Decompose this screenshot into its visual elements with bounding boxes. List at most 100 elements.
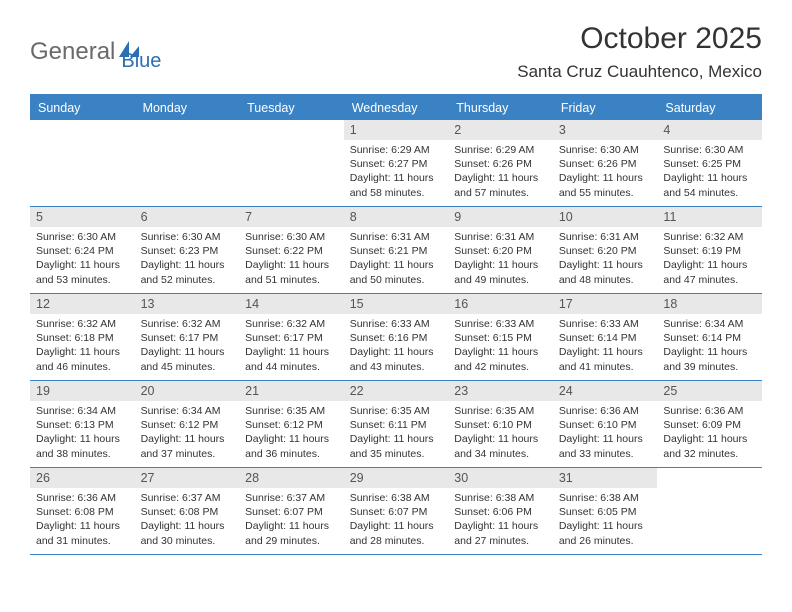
sunrise-text: Sunrise: 6:35 AM [350, 404, 443, 418]
day-number: 7 [239, 207, 344, 227]
day-number: 29 [344, 468, 449, 488]
day-number [30, 120, 135, 140]
day-number: 13 [135, 294, 240, 314]
daylight-text: Daylight: 11 hours and 50 minutes. [350, 258, 443, 286]
daylight-text: Daylight: 11 hours and 30 minutes. [141, 519, 234, 547]
day-cell: 8Sunrise: 6:31 AMSunset: 6:21 PMDaylight… [344, 207, 449, 293]
logo: General Blue [30, 22, 161, 73]
daylight-text: Daylight: 11 hours and 42 minutes. [454, 345, 547, 373]
day-cell: 4Sunrise: 6:30 AMSunset: 6:25 PMDaylight… [657, 120, 762, 206]
calendar-page: General Blue October 2025 Santa Cruz Cua… [0, 0, 792, 555]
day-number: 16 [448, 294, 553, 314]
day-number: 18 [657, 294, 762, 314]
week-row: 19Sunrise: 6:34 AMSunset: 6:13 PMDayligh… [30, 381, 762, 468]
day-cell: 31 Sunrise: 6:38 AMSunset: 6:05 PMDayligh… [553, 468, 658, 554]
daylight-text: Daylight: 11 hours and 34 minutes. [454, 432, 547, 460]
sunrise-text: Sunrise: 6:32 AM [245, 317, 338, 331]
daylight-text: Daylight: 11 hours and 45 minutes. [141, 345, 234, 373]
day-cell: 5Sunrise: 6:30 AMSunset: 6:24 PMDaylight… [30, 207, 135, 293]
daylight-text: Daylight: 11 hours and 53 minutes. [36, 258, 129, 286]
sunset-text: Sunset: 6:06 PM [454, 505, 547, 519]
sunrise-text: Sunrise: 6:31 AM [350, 230, 443, 244]
day-cell: 7 Sunrise: 6:30 AMSunset: 6:22 PMDaylight… [239, 207, 344, 293]
sunset-text: Sunset: 6:20 PM [559, 244, 652, 258]
daylight-text: Daylight: 11 hours and 57 minutes. [454, 171, 547, 199]
daylight-text: Daylight: 11 hours and 49 minutes. [454, 258, 547, 286]
daylight-text: Daylight: 11 hours and 46 minutes. [36, 345, 129, 373]
page-header: General Blue October 2025 Santa Cruz Cua… [30, 22, 762, 82]
day-number: 2 [448, 120, 553, 140]
sunset-text: Sunset: 6:24 PM [36, 244, 129, 258]
daylight-text: Daylight: 11 hours and 28 minutes. [350, 519, 443, 547]
day-number: 30 [448, 468, 553, 488]
title-block: October 2025 Santa Cruz Cuauhtenco, Mexi… [517, 22, 762, 82]
calendar-grid: Sunday Monday Tuesday Wednesday Thursday… [30, 94, 762, 555]
day-number: 25 [657, 381, 762, 401]
sunset-text: Sunset: 6:26 PM [454, 157, 547, 171]
day-info: Sunrise: 6:33 AMSunset: 6:14 PMDaylight:… [559, 317, 652, 374]
sunrise-text: Sunrise: 6:38 AM [454, 491, 547, 505]
sunrise-text: Sunrise: 6:30 AM [141, 230, 234, 244]
day-cell [657, 468, 762, 554]
sunset-text: Sunset: 6:26 PM [559, 157, 652, 171]
sunset-text: Sunset: 6:10 PM [559, 418, 652, 432]
day-info: Sunrise: 6:32 AMSunset: 6:19 PMDaylight:… [663, 230, 756, 287]
day-header-thu: Thursday [448, 96, 553, 120]
day-info: Sunrise: 6:38 AMSunset: 6:05 PMDaylight:… [559, 491, 652, 548]
day-cell: 17 Sunrise: 6:33 AMSunset: 6:14 PMDayligh… [553, 294, 658, 380]
sunrise-text: Sunrise: 6:38 AM [559, 491, 652, 505]
daylight-text: Daylight: 11 hours and 55 minutes. [559, 171, 652, 199]
day-number: 14 [239, 294, 344, 314]
sunrise-text: Sunrise: 6:36 AM [663, 404, 756, 418]
sunset-text: Sunset: 6:05 PM [559, 505, 652, 519]
sunrise-text: Sunrise: 6:30 AM [245, 230, 338, 244]
sunrise-text: Sunrise: 6:34 AM [36, 404, 129, 418]
daylight-text: Daylight: 11 hours and 51 minutes. [245, 258, 338, 286]
day-info: Sunrise: 6:31 AMSunset: 6:20 PMDaylight:… [454, 230, 547, 287]
day-cell: 2 Sunrise: 6:29 AMSunset: 6:26 PMDaylight… [448, 120, 553, 206]
sunset-text: Sunset: 6:10 PM [454, 418, 547, 432]
sunrise-text: Sunrise: 6:33 AM [454, 317, 547, 331]
day-header-row: Sunday Monday Tuesday Wednesday Thursday… [30, 96, 762, 120]
day-number: 31 [553, 468, 658, 488]
daylight-text: Daylight: 11 hours and 47 minutes. [663, 258, 756, 286]
day-header-wed: Wednesday [344, 96, 449, 120]
day-cell: 22Sunrise: 6:35 AMSunset: 6:11 PMDayligh… [344, 381, 449, 467]
day-header-fri: Friday [553, 96, 658, 120]
daylight-text: Daylight: 11 hours and 31 minutes. [36, 519, 129, 547]
month-title: October 2025 [517, 22, 762, 56]
day-number: 15 [344, 294, 449, 314]
week-row: 1Sunrise: 6:29 AMSunset: 6:27 PMDaylight… [30, 120, 762, 207]
location-label: Santa Cruz Cuauhtenco, Mexico [517, 62, 762, 82]
daylight-text: Daylight: 11 hours and 37 minutes. [141, 432, 234, 460]
day-number [239, 120, 344, 140]
sunrise-text: Sunrise: 6:29 AM [454, 143, 547, 157]
sunrise-text: Sunrise: 6:29 AM [350, 143, 443, 157]
day-number: 26 [30, 468, 135, 488]
day-cell: 26Sunrise: 6:36 AMSunset: 6:08 PMDayligh… [30, 468, 135, 554]
sunset-text: Sunset: 6:13 PM [36, 418, 129, 432]
day-info: Sunrise: 6:30 AMSunset: 6:22 PMDaylight:… [245, 230, 338, 287]
day-cell: 29Sunrise: 6:38 AMSunset: 6:07 PMDayligh… [344, 468, 449, 554]
day-cell: 23Sunrise: 6:35 AMSunset: 6:10 PMDayligh… [448, 381, 553, 467]
day-cell [239, 120, 344, 206]
day-number: 17 [553, 294, 658, 314]
sunrise-text: Sunrise: 6:30 AM [36, 230, 129, 244]
daylight-text: Daylight: 11 hours and 58 minutes. [350, 171, 443, 199]
week-row: 5Sunrise: 6:30 AMSunset: 6:24 PMDaylight… [30, 207, 762, 294]
sunset-text: Sunset: 6:12 PM [245, 418, 338, 432]
day-cell: 30Sunrise: 6:38 AMSunset: 6:06 PMDayligh… [448, 468, 553, 554]
sunset-text: Sunset: 6:15 PM [454, 331, 547, 345]
day-number: 8 [344, 207, 449, 227]
sunrise-text: Sunrise: 6:33 AM [350, 317, 443, 331]
day-number: 3 [553, 120, 658, 140]
day-cell: 20Sunrise: 6:34 AMSunset: 6:12 PMDayligh… [135, 381, 240, 467]
day-number: 6 [135, 207, 240, 227]
day-header-tue: Tuesday [239, 96, 344, 120]
day-cell: 1Sunrise: 6:29 AMSunset: 6:27 PMDaylight… [344, 120, 449, 206]
day-cell: 9Sunrise: 6:31 AMSunset: 6:20 PMDaylight… [448, 207, 553, 293]
day-info: Sunrise: 6:30 AMSunset: 6:23 PMDaylight:… [141, 230, 234, 287]
day-cell: 25Sunrise: 6:36 AMSunset: 6:09 PMDayligh… [657, 381, 762, 467]
sunrise-text: Sunrise: 6:32 AM [141, 317, 234, 331]
sunset-text: Sunset: 6:17 PM [245, 331, 338, 345]
